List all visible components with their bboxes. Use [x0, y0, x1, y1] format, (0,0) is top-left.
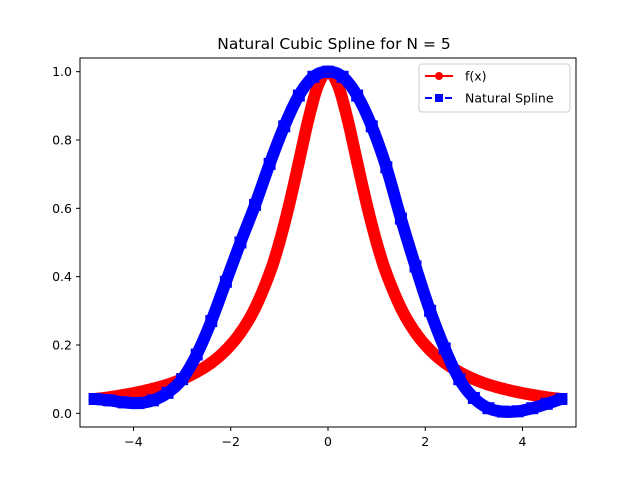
data-point — [540, 397, 553, 410]
series-line — [88, 65, 568, 418]
data-point — [234, 236, 247, 249]
legend-marker — [435, 72, 443, 80]
x-tick-label: 2 — [421, 434, 429, 449]
x-tick-label: −2 — [222, 434, 240, 449]
data-point — [482, 402, 495, 415]
series-line — [88, 65, 568, 405]
data-point — [394, 302, 407, 315]
data-point — [278, 120, 291, 133]
data-point — [409, 326, 422, 339]
data-point — [292, 156, 305, 169]
data-point — [219, 275, 232, 288]
data-point — [205, 315, 218, 328]
data-point — [511, 386, 524, 399]
y-tick-label: 0.0 — [52, 406, 72, 421]
chart-title: Natural Cubic Spline for N = 5 — [217, 35, 450, 53]
x-tick-label: 0 — [324, 434, 332, 449]
legend-marker — [435, 94, 443, 102]
data-point — [497, 405, 510, 418]
data-point — [132, 397, 145, 410]
data-point — [438, 342, 451, 355]
data-point — [482, 378, 495, 391]
data-point — [409, 260, 422, 273]
series-fx — [88, 65, 568, 405]
y-tick-label: 1.0 — [52, 64, 72, 79]
y-tick-label: 0.2 — [52, 338, 72, 353]
data-point — [322, 65, 334, 78]
legend: f(x) Natural Spline — [418, 63, 571, 113]
data-point — [351, 89, 364, 102]
data-point — [88, 392, 101, 405]
data-point — [424, 304, 437, 317]
x-tick-label: −4 — [124, 434, 142, 449]
data-point — [555, 392, 568, 405]
data-point — [424, 344, 437, 357]
data-point — [511, 405, 524, 418]
x-axis: −4 −2 0 2 4 — [124, 427, 527, 449]
series-natural-spline — [88, 65, 568, 418]
data-point — [467, 391, 480, 404]
x-tick-label: 4 — [519, 434, 527, 449]
y-tick-label: 0.4 — [52, 269, 72, 284]
data-point — [161, 386, 174, 399]
data-point — [263, 267, 276, 280]
data-point — [234, 326, 247, 339]
data-point — [283, 198, 296, 211]
y-axis: 0.0 0.2 0.4 0.6 0.8 1.0 — [52, 64, 80, 421]
legend-box — [418, 63, 571, 113]
series-layer — [88, 65, 568, 418]
legend-label: Natural Spline — [465, 91, 554, 106]
data-point — [526, 388, 539, 401]
data-point — [336, 70, 349, 83]
data-point — [497, 382, 510, 395]
data-point — [526, 402, 539, 415]
data-point — [219, 344, 232, 357]
data-point — [205, 356, 218, 369]
legend-label: f(x) — [465, 69, 487, 84]
y-tick-label: 0.6 — [52, 201, 72, 216]
data-point — [380, 267, 393, 280]
data-point — [394, 212, 407, 225]
data-point — [341, 112, 354, 125]
data-point — [370, 236, 383, 249]
y-tick-label: 0.8 — [52, 133, 72, 148]
data-point — [292, 89, 305, 102]
data-point — [365, 120, 378, 133]
legend-item: Natural Spline — [425, 91, 554, 106]
data-point — [380, 161, 393, 174]
data-point — [249, 302, 262, 315]
data-point — [302, 112, 315, 125]
legend-item: f(x) — [425, 69, 487, 84]
data-point — [146, 382, 159, 395]
data-point — [190, 348, 203, 361]
data-point — [263, 157, 276, 170]
data-point — [307, 70, 320, 83]
data-point — [176, 373, 189, 386]
data-point — [146, 394, 159, 407]
data-point — [360, 198, 373, 211]
data-point — [351, 156, 364, 169]
data-point — [249, 198, 262, 211]
data-point — [132, 386, 145, 399]
data-point — [117, 396, 130, 409]
data-point — [273, 236, 286, 249]
axes-frame — [79, 57, 577, 428]
data-point — [467, 373, 480, 386]
data-point — [453, 373, 466, 386]
data-point — [103, 394, 116, 407]
